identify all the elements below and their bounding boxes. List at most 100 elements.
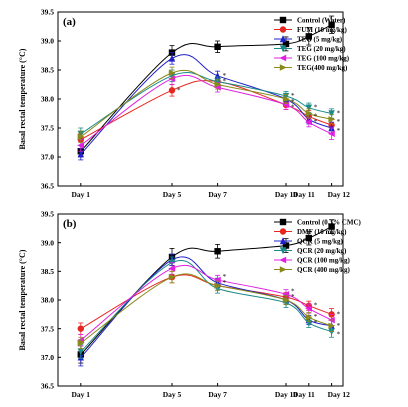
series-6 (77, 66, 336, 143)
data-point (328, 110, 335, 118)
significance-marker: * (314, 104, 318, 112)
data-point (282, 101, 290, 108)
legend-label: FUM (10 mg/kg) (297, 26, 347, 34)
y-tick-label: 38.5 (41, 66, 54, 75)
legend-label: QCR (20 mg/kg) (297, 247, 347, 255)
panel-label: (b) (63, 218, 77, 230)
legend: Control (Water)FUM (10 mg/kg) TEG (5 mg/k… (274, 16, 350, 72)
y-tick-label: 37.5 (41, 324, 54, 333)
legend-marker (279, 26, 287, 33)
data-point (305, 104, 312, 112)
significance-marker: * (291, 104, 295, 112)
data-point (282, 291, 290, 298)
legend-marker (279, 45, 287, 53)
legend-marker (279, 16, 287, 24)
y-tick-label: 36.5 (41, 182, 54, 191)
data-point (77, 348, 84, 356)
significance-marker: * (291, 98, 295, 106)
significance-marker: * (314, 319, 318, 327)
significance-marker: * (223, 279, 227, 287)
data-point (305, 305, 312, 312)
legend-label: TEG (20 mg/kg) (297, 45, 346, 53)
data-point (328, 322, 336, 329)
y-axis-label: Basal rectal temperature (°C) (18, 48, 27, 149)
series-5 (77, 262, 335, 347)
data-point (328, 116, 336, 123)
data-point (214, 248, 221, 255)
y-tick-label: 37.5 (41, 124, 54, 133)
chart-panel-1: (a) 36.5 37.0 37.5 38.0 38.5 39.0 39.5 Day 1 Day … (18, 8, 350, 199)
significance-marker: * (337, 110, 341, 118)
legend-marker (279, 64, 287, 71)
y-tick-label: 39.0 (41, 238, 54, 247)
legend-label: DMF (10 mg/kg) (297, 228, 347, 236)
significance-marker: * (314, 118, 318, 126)
data-point (328, 223, 335, 230)
x-tick-label: Day 5 (163, 390, 182, 399)
legend-label: QCR (100 mg/kg) (297, 257, 351, 265)
legend-marker (279, 54, 287, 62)
x-tick-label: Day 12 (328, 390, 351, 399)
legend-label: TEG (100 mg/kg) (297, 55, 350, 63)
data-point (168, 54, 176, 62)
significance-marker: * (337, 118, 341, 126)
y-tick-label: 39.0 (41, 37, 54, 46)
data-point (305, 119, 312, 126)
data-point (77, 150, 84, 158)
significance-marker: * (314, 112, 318, 120)
series-line (80, 264, 332, 341)
y-axis-label: Basal rectal temperature (°C) (18, 249, 27, 350)
data-point (214, 282, 222, 289)
data-point (282, 296, 290, 304)
series-line (80, 24, 332, 152)
data-point (214, 43, 221, 50)
data-point (168, 69, 176, 77)
significance-marker: * (291, 293, 295, 301)
data-point (213, 276, 221, 284)
legend-label: Control (0.3% CMC) (297, 219, 362, 227)
y-tick-label: 37.0 (41, 353, 54, 362)
y-tick-label: 39.5 (41, 210, 54, 219)
y-tick-label: 36.5 (41, 382, 54, 391)
legend-label: QCR (400 mg/kg) (297, 266, 351, 274)
x-tick-label: Day 1 (72, 190, 91, 199)
x-tick-label: Day 10 (275, 190, 298, 199)
x-tick-label: Day 7 (208, 390, 227, 399)
significance-marker: * (337, 127, 341, 135)
data-point (328, 21, 335, 28)
data-point (305, 234, 312, 242)
data-point (282, 40, 290, 48)
x-tick-label: Day 11 (293, 390, 315, 399)
data-point (168, 87, 176, 94)
data-point (305, 33, 312, 40)
x-tick-label: Day 7 (208, 190, 227, 199)
significance-marker: * (177, 86, 181, 94)
data-point (327, 130, 335, 137)
x-tick-label: Day 10 (275, 390, 298, 399)
data-point (77, 133, 85, 140)
y-tick-label: 38.5 (41, 267, 54, 276)
data-point (168, 273, 176, 281)
legend: Control (0.3% CMC)DMF (10 mg/kg) QCR (5 m… (274, 218, 362, 274)
legend-label: TEG (5 mg/kg) (297, 36, 343, 44)
data-point (77, 325, 85, 332)
data-point (77, 142, 84, 149)
significance-marker: * (223, 273, 227, 281)
x-tick-label: Day 1 (72, 390, 91, 399)
significance-marker: * (223, 78, 227, 86)
y-tick-label: 39.5 (41, 8, 54, 17)
panel-label: (a) (63, 16, 76, 28)
y-tick-label: 37.0 (41, 153, 54, 162)
legend-marker (279, 247, 287, 255)
significance-marker: * (291, 92, 295, 100)
significance-marker: * (314, 302, 318, 310)
data-point (282, 95, 290, 103)
legend-label: QCR (5 mg/kg) (297, 238, 344, 246)
significance-marker: * (223, 72, 227, 80)
legend-marker (279, 237, 287, 245)
x-tick-label: Day 11 (293, 190, 315, 199)
x-tick-label: Day 12 (328, 190, 351, 199)
legend-marker (279, 218, 287, 226)
legend-label: Control (Water) (297, 17, 346, 25)
y-tick-label: 38.0 (41, 95, 54, 104)
